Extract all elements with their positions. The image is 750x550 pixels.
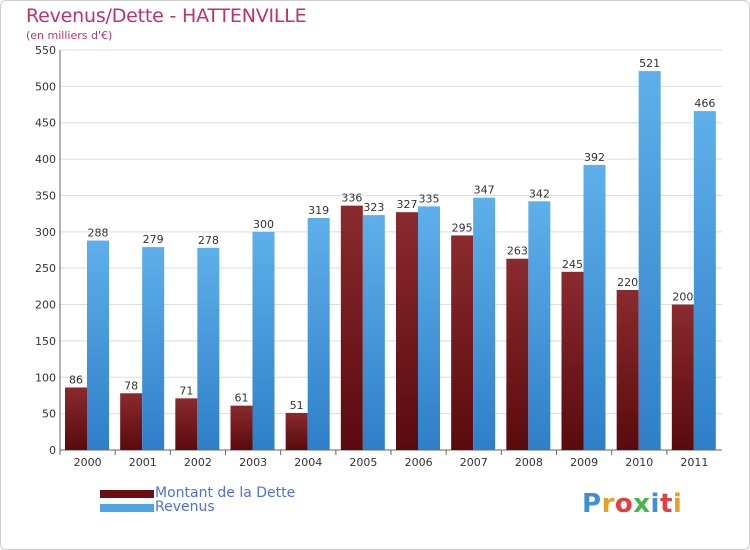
- data-label-debt: 86: [69, 373, 83, 386]
- logo-letter: x: [633, 489, 651, 519]
- y-tick-label: 50: [42, 408, 56, 421]
- bar-revenus: [583, 164, 606, 450]
- bar-revenus: [693, 111, 716, 450]
- bar-revenus: [142, 247, 165, 450]
- data-label-revenus: 288: [88, 227, 109, 240]
- legend-label-revenus: Revenus: [155, 499, 215, 515]
- bar-debt: [561, 271, 584, 450]
- plot-area: [60, 50, 722, 450]
- data-label-debt: 245: [562, 258, 583, 271]
- x-tick-label: 2011: [680, 456, 708, 469]
- bar-debt: [671, 304, 694, 450]
- x-tick-label: 2003: [239, 456, 267, 469]
- bar-revenus: [362, 215, 385, 450]
- data-label-revenus: 466: [694, 97, 715, 110]
- bar-debt: [65, 387, 87, 450]
- y-tick-label: 100: [35, 371, 56, 384]
- legend-swatch-revenus: [100, 504, 154, 512]
- legend-label-debt: Montant de la Dette: [155, 485, 296, 501]
- data-label-debt: 71: [179, 384, 193, 397]
- bar-debt: [175, 398, 198, 450]
- data-label-debt: 295: [452, 221, 473, 234]
- x-tick-label: 2007: [460, 456, 488, 469]
- data-label-revenus: 392: [584, 151, 605, 164]
- bar-debt: [506, 258, 529, 450]
- data-label-revenus: 521: [639, 57, 660, 70]
- data-label-debt: 263: [507, 245, 528, 258]
- x-tick-label: 2008: [515, 456, 543, 469]
- bar-revenus: [252, 231, 275, 450]
- legend-swatch-debt: [100, 490, 154, 498]
- y-tick-label: 400: [35, 153, 56, 166]
- bar-revenus: [197, 247, 220, 450]
- data-label-revenus: 347: [474, 184, 495, 197]
- x-tick-label: 2006: [405, 456, 433, 469]
- y-tick-label: 200: [35, 299, 56, 312]
- proxiti-logo: Proxiti: [582, 489, 682, 519]
- logo-letter: o: [614, 489, 634, 519]
- y-tick-label: 300: [35, 226, 56, 239]
- chart-title: Revenus/Dette - HATTENVILLE: [26, 5, 307, 27]
- data-label-debt: 220: [617, 276, 638, 289]
- data-label-revenus: 278: [198, 234, 219, 247]
- logo-letter: P: [582, 489, 602, 519]
- bar-debt: [230, 405, 253, 450]
- logo-letter: r: [601, 489, 615, 519]
- data-label-debt: 78: [124, 379, 138, 392]
- y-tick-label: 450: [35, 117, 56, 130]
- bar-revenus: [307, 218, 330, 450]
- logo-letter: i: [650, 489, 660, 519]
- bar-debt: [120, 393, 143, 450]
- bar-revenus: [473, 197, 496, 450]
- bar-revenus: [418, 206, 440, 450]
- bars: [65, 71, 716, 450]
- gridlines: [60, 49, 722, 451]
- x-tick-label: 2000: [74, 456, 102, 469]
- data-label-revenus: 323: [363, 201, 384, 214]
- data-label-revenus: 279: [143, 233, 164, 246]
- y-tick-label: 350: [35, 189, 56, 202]
- data-label-debt: 200: [672, 291, 693, 304]
- bar-debt: [396, 212, 418, 450]
- x-tick-label: 2001: [129, 456, 157, 469]
- bar-debt: [285, 412, 308, 450]
- data-label-revenus: 319: [308, 204, 329, 217]
- y-tick-label: 0: [49, 444, 56, 457]
- x-tick-label: 2010: [625, 456, 653, 469]
- y-tick-label: 550: [35, 44, 56, 57]
- logo-letter: t: [659, 489, 673, 519]
- data-label-revenus: 300: [253, 218, 274, 231]
- y-tick-label: 500: [35, 80, 56, 93]
- data-label-debt: 61: [235, 392, 249, 405]
- x-tick-label: 2009: [570, 456, 598, 469]
- bar-revenus: [528, 201, 551, 450]
- logo-letter: i: [672, 489, 683, 519]
- data-label-debt: 51: [290, 399, 304, 412]
- y-tick-label: 150: [35, 335, 56, 348]
- bar-debt: [340, 205, 363, 450]
- data-label-debt: 327: [397, 198, 418, 211]
- bar-debt: [616, 290, 639, 450]
- bar-debt: [451, 235, 474, 450]
- data-label-debt: 336: [341, 192, 362, 205]
- data-label-revenus: 342: [529, 187, 550, 200]
- x-tick-label: 2005: [349, 456, 377, 469]
- y-tick-label: 250: [35, 262, 56, 275]
- x-tick-label: 2004: [294, 456, 322, 469]
- chart-subtitle: (en milliers d'€): [26, 29, 113, 42]
- bar-revenus: [638, 71, 661, 450]
- bar-revenus: [87, 240, 109, 450]
- data-label-revenus: 335: [419, 192, 440, 205]
- x-tick-label: 2002: [184, 456, 212, 469]
- axes: 0 50 100 150 200 250 300 350 400 450 500 550 2000 200…: [35, 44, 722, 469]
